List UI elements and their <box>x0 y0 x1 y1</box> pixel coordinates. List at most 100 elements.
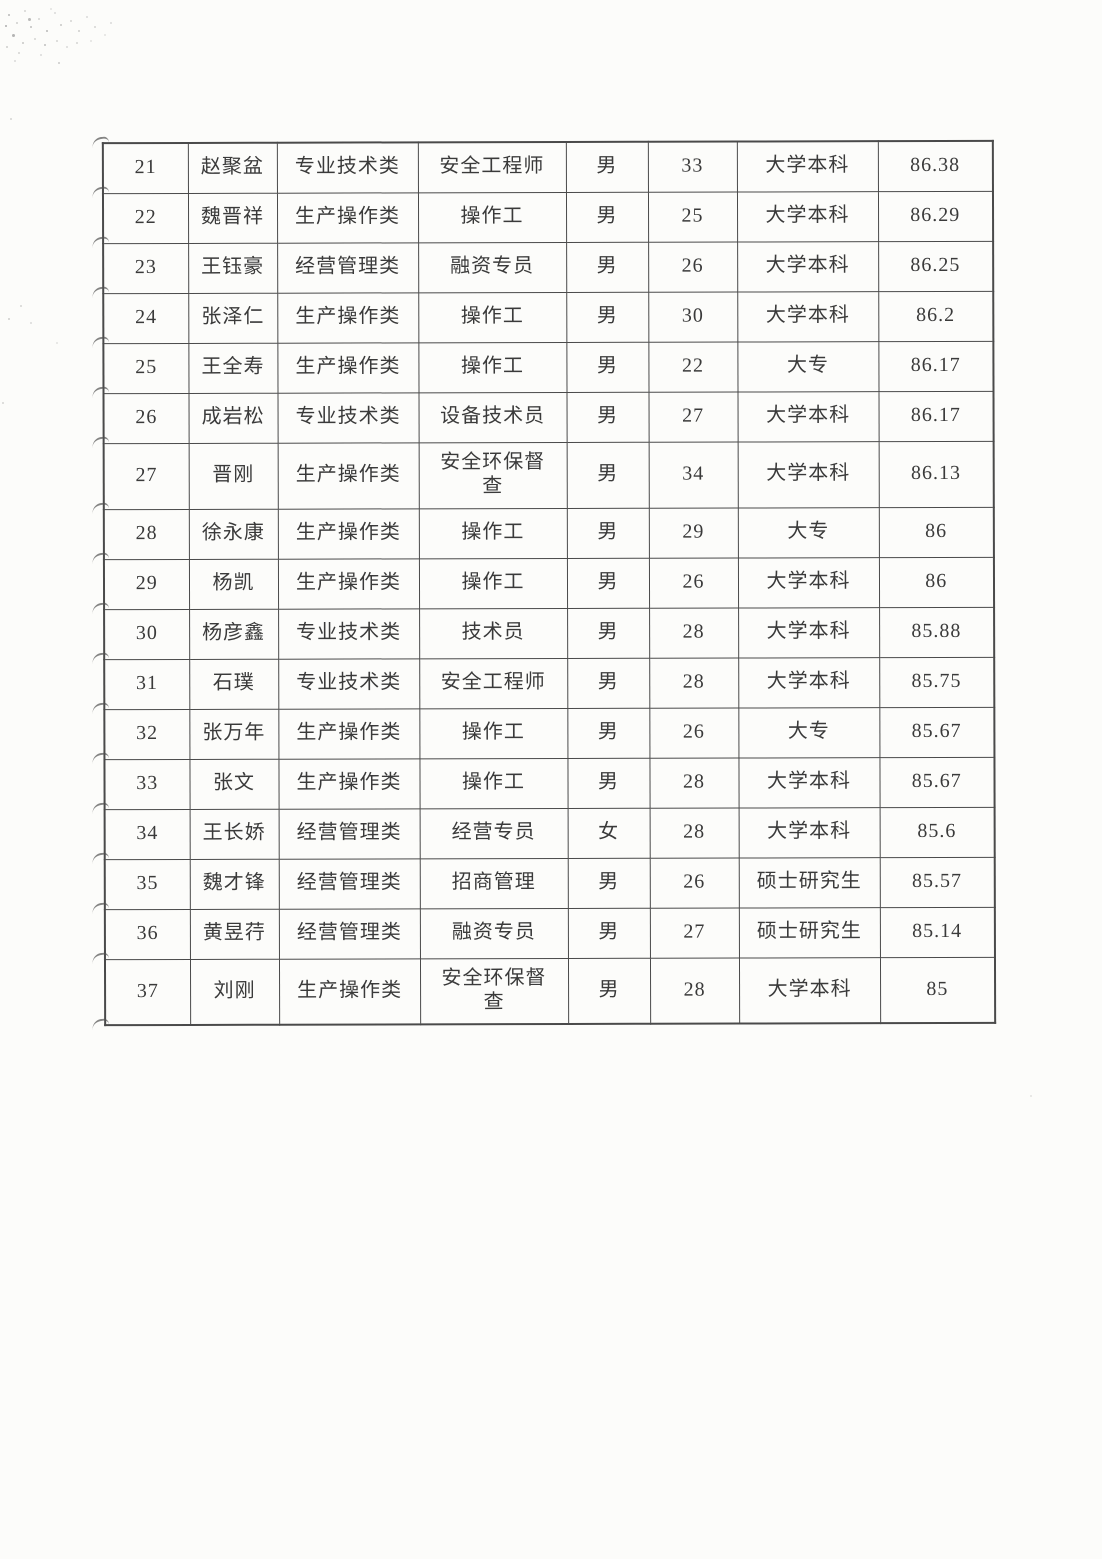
cell-category: 专业技术类 <box>277 392 419 443</box>
scan-edge-artifact <box>91 952 110 964</box>
cell-name: 王全寿 <box>188 342 278 393</box>
cell-score: 85.67 <box>879 706 995 758</box>
cell-name: 徐永康 <box>188 508 278 559</box>
cell-category: 生产操作类 <box>277 342 419 393</box>
cell-gender: 男 <box>566 391 649 442</box>
cell-education: 大学本科 <box>736 191 879 242</box>
cell-education: 大学本科 <box>737 557 880 608</box>
cell-score: 86.2 <box>878 290 994 342</box>
scan-noise-speck <box>110 22 112 24</box>
cell-gender: 男 <box>566 557 650 608</box>
cell-age: 28 <box>649 657 739 708</box>
cell-category: 生产操作类 <box>278 958 421 1025</box>
cell-education: 大学本科 <box>737 391 879 442</box>
cell-gender: 男 <box>567 607 650 658</box>
scan-noise-speck <box>28 18 31 21</box>
cell-gender: 男 <box>567 857 650 908</box>
cell-name: 杨彦鑫 <box>189 608 279 659</box>
cell-position: 操作工 <box>419 707 568 759</box>
cell-category: 生产操作类 <box>277 558 420 609</box>
scan-noise-speck <box>58 62 60 64</box>
cell-gender: 男 <box>566 441 649 508</box>
table-row: 37 刘刚 生产操作类 安全环保督查男 28 大学本科 85 <box>104 956 996 1026</box>
cell-age: 30 <box>648 291 738 342</box>
scan-noise-speck <box>44 44 46 46</box>
scan-noise-speck <box>38 18 40 20</box>
table-row: 22 魏晋祥 生产操作类 操作工男 25 大学本科 86.29 <box>102 190 994 244</box>
cell-category: 生产操作类 <box>276 192 419 243</box>
cell-gender: 男 <box>566 291 649 342</box>
cell-no: 31 <box>104 658 190 710</box>
cell-position: 安全工程师 <box>419 657 568 709</box>
table-row: 31 石璞 专业技术类 安全工程师男 28 大学本科 85.75 <box>104 656 995 710</box>
scan-edge-artifact <box>91 386 110 398</box>
cell-category: 生产操作类 <box>278 708 420 759</box>
cell-score: 86 <box>878 506 994 558</box>
cell-gender: 男 <box>567 657 650 708</box>
cell-score: 86.29 <box>877 190 994 242</box>
scan-noise-speck <box>76 42 78 44</box>
cell-education: 大学本科 <box>736 141 878 192</box>
cell-education: 大学本科 <box>738 607 880 658</box>
cell-name: 王钰豪 <box>188 242 278 293</box>
cell-education: 大学本科 <box>738 957 881 1024</box>
scan-edge-artifact <box>91 852 110 864</box>
scan-noise-speck <box>14 60 16 62</box>
cell-gender: 男 <box>566 507 649 558</box>
cell-name: 成岩松 <box>188 392 278 443</box>
cell-name: 张泽仁 <box>188 292 278 343</box>
cell-name: 晋刚 <box>188 442 278 509</box>
cell-age: 33 <box>647 141 737 192</box>
cell-age: 26 <box>649 707 739 758</box>
cell-position: 设备技术员 <box>418 391 567 443</box>
table-row: 24 张泽仁 生产操作类 操作工男 30 大学本科 86.2 <box>103 290 994 344</box>
cell-no: 33 <box>104 758 190 810</box>
cell-position: 操作工 <box>417 191 567 243</box>
cell-category: 经营管理类 <box>277 242 419 293</box>
cell-gender: 男 <box>565 191 649 242</box>
cell-score: 85.57 <box>879 856 995 908</box>
cell-category: 生产操作类 <box>278 758 420 809</box>
table-row: 35 魏才锋 经营管理类 招商管理男 26 硕士研究生 85.57 <box>104 856 995 910</box>
cell-no: 34 <box>104 808 190 860</box>
cell-score: 85.75 <box>879 656 995 708</box>
cell-name: 刘刚 <box>189 958 280 1025</box>
cell-age: 27 <box>648 391 738 442</box>
cell-gender: 男 <box>567 907 650 958</box>
cell-no: 29 <box>103 558 190 610</box>
cell-name: 赵聚盆 <box>187 142 277 193</box>
cell-education: 大学本科 <box>738 807 880 858</box>
cell-no: 32 <box>104 708 190 760</box>
scan-edge-artifact <box>91 236 110 248</box>
cell-score: 86.17 <box>878 390 994 442</box>
cell-position: 招商管理 <box>419 857 568 909</box>
cell-score: 85.6 <box>879 806 995 858</box>
cell-gender: 男 <box>567 957 651 1024</box>
cell-age: 26 <box>649 857 739 908</box>
cell-no: 23 <box>103 242 189 294</box>
scan-noise-speck <box>22 42 24 44</box>
cell-no: 26 <box>103 392 189 444</box>
cell-position: 融资专员 <box>419 907 568 959</box>
scan-noise-speck <box>10 118 12 120</box>
cell-education: 硕士研究生 <box>738 857 880 908</box>
scan-noise-speck <box>1030 1095 1032 1097</box>
cell-age: 27 <box>649 907 739 958</box>
scan-edge-artifact <box>91 436 110 448</box>
scan-noise-speck <box>2 402 4 404</box>
cell-gender: 男 <box>566 241 649 292</box>
cell-position: 操作工 <box>418 341 567 393</box>
cell-name: 张万年 <box>189 708 279 759</box>
results-table-body: 21 赵聚盆 专业技术类 安全工程师男 33 大学本科 86.38 22 魏晋祥 生产操作类 操作工… <box>102 140 996 1026</box>
table-row: 36 黄昱荇 经营管理类 融资专员男 27 硕士研究生 85.14 <box>104 906 995 960</box>
cell-score: 85.88 <box>879 606 995 658</box>
cell-position: 操作工 <box>418 557 568 609</box>
table-row: 25 王全寿 生产操作类 操作工男 22 大专 86.17 <box>103 340 994 394</box>
cell-age: 26 <box>648 241 738 292</box>
cell-education: 大专 <box>737 507 879 558</box>
scan-noise-speck <box>94 26 96 28</box>
cell-no: 30 <box>104 608 190 660</box>
cell-category: 专业技术类 <box>276 142 418 193</box>
cell-category: 生产操作类 <box>277 442 419 509</box>
cell-category: 经营管理类 <box>278 858 420 909</box>
